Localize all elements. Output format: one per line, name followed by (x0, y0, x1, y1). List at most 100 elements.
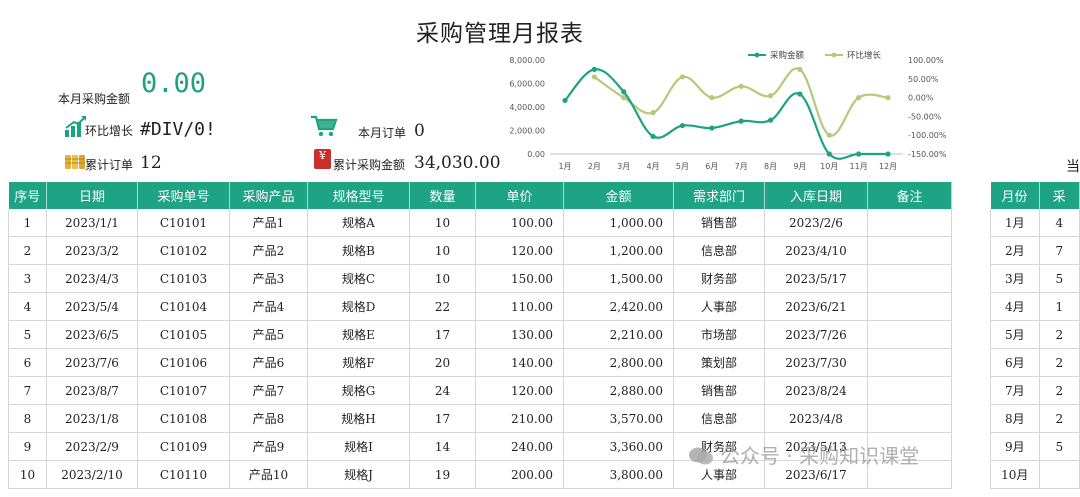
side-cell[interactable]: 5月 (990, 320, 1040, 349)
side-cell[interactable]: 7 (1039, 236, 1080, 265)
main-cell[interactable]: 财务部 (673, 264, 765, 293)
main-cell[interactable]: 1,500.00 (563, 264, 674, 293)
main-cell[interactable]: 财务部 (673, 432, 765, 461)
main-cell[interactable]: 规格F (307, 348, 410, 377)
side-cell[interactable]: 10月 (990, 460, 1040, 489)
main-cell[interactable]: 产品3 (229, 264, 308, 293)
main-cell[interactable]: 产品7 (229, 376, 308, 405)
main-cell[interactable]: 2023/7/30 (764, 348, 868, 377)
main-cell[interactable]: C10103 (137, 264, 230, 293)
main-cell[interactable]: 2023/4/3 (46, 264, 138, 293)
main-cell[interactable]: 200.00 (475, 460, 564, 489)
side-cell[interactable]: 6月 (990, 348, 1040, 377)
main-cell[interactable]: 140.00 (475, 348, 564, 377)
main-cell[interactable]: 7 (8, 376, 47, 405)
main-cell[interactable] (867, 432, 952, 461)
main-cell[interactable]: 规格J (307, 460, 410, 489)
side-cell[interactable]: 2 (1039, 376, 1080, 405)
main-cell[interactable]: 2023/1/1 (46, 209, 138, 237)
main-cell[interactable] (867, 236, 952, 265)
main-cell[interactable]: 2023/6/17 (764, 460, 868, 489)
main-cell[interactable]: 6 (8, 348, 47, 377)
main-cell[interactable]: 策划部 (673, 348, 765, 377)
main-cell[interactable]: 销售部 (673, 376, 765, 405)
main-cell[interactable]: 产品5 (229, 320, 308, 349)
main-cell[interactable]: 1,200.00 (563, 236, 674, 265)
main-cell[interactable]: 2023/2/10 (46, 460, 138, 489)
main-cell[interactable]: 规格E (307, 320, 410, 349)
main-cell[interactable]: 8 (8, 404, 47, 433)
main-cell[interactable]: 14 (409, 432, 476, 461)
main-cell[interactable]: 2,420.00 (563, 292, 674, 321)
main-cell[interactable]: 10 (8, 460, 47, 489)
main-cell[interactable]: 2023/6/21 (764, 292, 868, 321)
main-cell[interactable]: 3 (8, 264, 47, 293)
side-cell[interactable]: 5 (1039, 432, 1080, 461)
main-cell[interactable]: 2023/6/5 (46, 320, 138, 349)
main-cell[interactable]: 2 (8, 236, 47, 265)
side-cell[interactable]: 3月 (990, 264, 1040, 293)
main-cell[interactable]: 规格G (307, 376, 410, 405)
main-cell[interactable]: 20 (409, 348, 476, 377)
main-cell[interactable]: 9 (8, 432, 47, 461)
main-cell[interactable] (867, 320, 952, 349)
main-cell[interactable]: 2023/1/8 (46, 404, 138, 433)
main-cell[interactable]: 2023/7/26 (764, 320, 868, 349)
main-cell[interactable]: C10105 (137, 320, 230, 349)
main-cell[interactable]: 产品2 (229, 236, 308, 265)
side-cell[interactable]: 1 (1039, 292, 1080, 321)
main-cell[interactable]: C10108 (137, 404, 230, 433)
main-cell[interactable] (867, 209, 952, 237)
main-cell[interactable]: 5 (8, 320, 47, 349)
main-cell[interactable]: C10102 (137, 236, 230, 265)
main-cell[interactable]: 2023/4/8 (764, 404, 868, 433)
main-cell[interactable]: 2023/4/10 (764, 236, 868, 265)
main-cell[interactable]: 信息部 (673, 236, 765, 265)
main-cell[interactable]: 规格H (307, 404, 410, 433)
main-cell[interactable]: C10109 (137, 432, 230, 461)
main-cell[interactable]: 2023/3/2 (46, 236, 138, 265)
side-cell[interactable]: 2 (1039, 320, 1080, 349)
main-cell[interactable]: 120.00 (475, 376, 564, 405)
main-cell[interactable]: 2,880.00 (563, 376, 674, 405)
main-cell[interactable]: 3,570.00 (563, 404, 674, 433)
main-cell[interactable]: 产品10 (229, 460, 308, 489)
main-cell[interactable]: 120.00 (475, 236, 564, 265)
main-cell[interactable]: 2023/2/9 (46, 432, 138, 461)
main-cell[interactable]: 1,000.00 (563, 209, 674, 237)
main-cell[interactable] (867, 264, 952, 293)
main-cell[interactable]: 产品9 (229, 432, 308, 461)
main-cell[interactable]: 110.00 (475, 292, 564, 321)
side-cell[interactable]: 7月 (990, 376, 1040, 405)
main-cell[interactable]: C10110 (137, 460, 230, 489)
main-cell[interactable]: 规格I (307, 432, 410, 461)
main-cell[interactable]: 100.00 (475, 209, 564, 237)
main-cell[interactable]: C10104 (137, 292, 230, 321)
main-cell[interactable]: 规格C (307, 264, 410, 293)
main-cell[interactable]: 销售部 (673, 209, 765, 237)
side-cell[interactable]: 9月 (990, 432, 1040, 461)
main-cell[interactable]: 2023/7/6 (46, 348, 138, 377)
main-cell[interactable]: 市场部 (673, 320, 765, 349)
main-cell[interactable]: 3,800.00 (563, 460, 674, 489)
main-cell[interactable]: 17 (409, 404, 476, 433)
main-cell[interactable]: 3,360.00 (563, 432, 674, 461)
side-cell[interactable] (1039, 460, 1080, 489)
side-cell[interactable]: 2月 (990, 236, 1040, 265)
main-cell[interactable]: 2023/5/13 (764, 432, 868, 461)
main-cell[interactable] (867, 292, 952, 321)
main-cell[interactable]: 2,800.00 (563, 348, 674, 377)
main-cell[interactable]: C10107 (137, 376, 230, 405)
main-cell[interactable] (867, 460, 952, 489)
main-cell[interactable]: 2023/5/4 (46, 292, 138, 321)
side-cell[interactable]: 2 (1039, 348, 1080, 377)
main-cell[interactable]: 240.00 (475, 432, 564, 461)
main-cell[interactable]: 2023/2/6 (764, 209, 868, 237)
main-cell[interactable]: 2,210.00 (563, 320, 674, 349)
main-cell[interactable]: 10 (409, 236, 476, 265)
main-cell[interactable]: 信息部 (673, 404, 765, 433)
side-cell[interactable]: 2 (1039, 404, 1080, 433)
main-cell[interactable]: 22 (409, 292, 476, 321)
side-cell[interactable]: 5 (1039, 264, 1080, 293)
main-cell[interactable]: 2023/8/24 (764, 376, 868, 405)
